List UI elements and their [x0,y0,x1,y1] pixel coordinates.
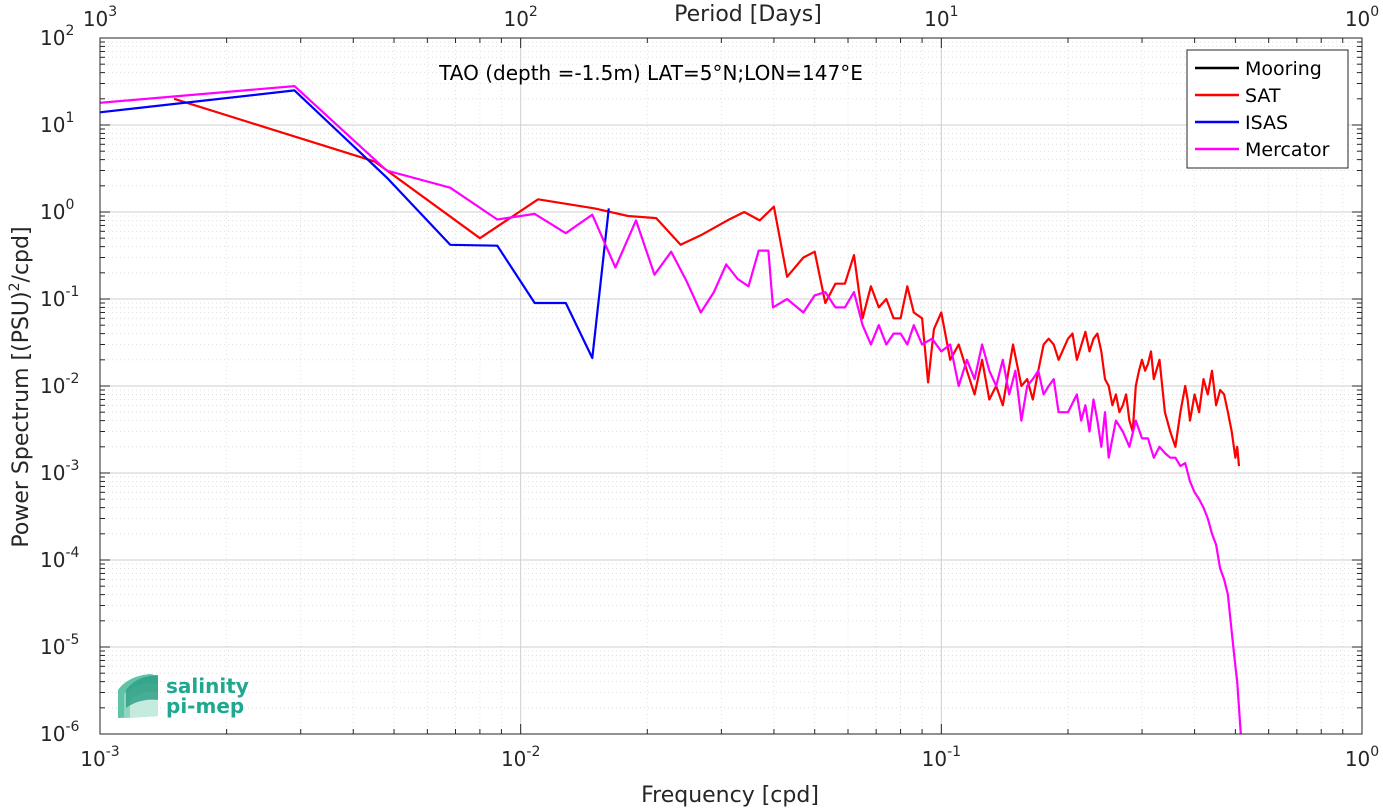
series-layer [99,85,1242,735]
legend: Mooring SAT ISAS Mercator [1186,49,1349,169]
x-tick-label: 10-1 [922,744,961,771]
logo-waves-icon [118,674,158,718]
logo-line1: salinity [166,674,249,698]
top-tick-label: 100 [1345,4,1379,31]
y-tick-label: 102 [40,23,74,50]
x-tick-label: 10-2 [501,744,540,771]
series-line-isas [99,89,610,360]
x-tick-label: 10-3 [80,744,119,771]
legend-label-mercator: Mercator [1245,139,1330,161]
legend-label-isas: ISAS [1245,112,1288,134]
y-tick-label: 10-3 [40,458,79,485]
x-axis-title: Frequency [cpd] [641,783,819,808]
top-tick-label: 103 [83,4,117,31]
top-tick-label: 101 [924,4,958,31]
y-tick-label: 10-5 [40,632,79,659]
salinity-pi-mep-logo: salinity pi-mep [118,674,249,718]
series-line-sat [173,97,1241,467]
tick-labels: 10-3 10-2 10-1 100 103 102 101 100 102 101 100 10-1… [40,4,1379,771]
y-tick-label: 101 [40,110,74,137]
y-tick-label: 10-6 [40,719,80,746]
y-axis-title: Power Spectrum [(PSU)2/cpd] [7,226,34,547]
tick-marks [99,37,1363,735]
logo-line2: pi-mep [166,694,244,718]
y-axis-title-sup: 2 [7,282,23,291]
y-tick-label: 10-4 [40,545,80,572]
top-tick-label: 102 [503,4,537,31]
legend-label-sat: SAT [1245,85,1281,107]
y-axis-title-tail: /cpd] [9,226,34,282]
y-tick-label: 10-1 [40,284,79,311]
y-tick-label: 10-2 [40,371,79,398]
chart-title: TAO (depth =-1.5m) LAT=5°N;LON=147°E [438,61,863,85]
legend-label-mooring: Mooring [1245,58,1322,80]
x-tick-label: 100 [1345,744,1379,771]
series-line-mercator [99,85,1242,735]
y-tick-label: 100 [40,197,74,224]
top-axis-title: Period [Days] [674,2,822,27]
y-axis-title-main: Power Spectrum [(PSU) [9,291,34,547]
